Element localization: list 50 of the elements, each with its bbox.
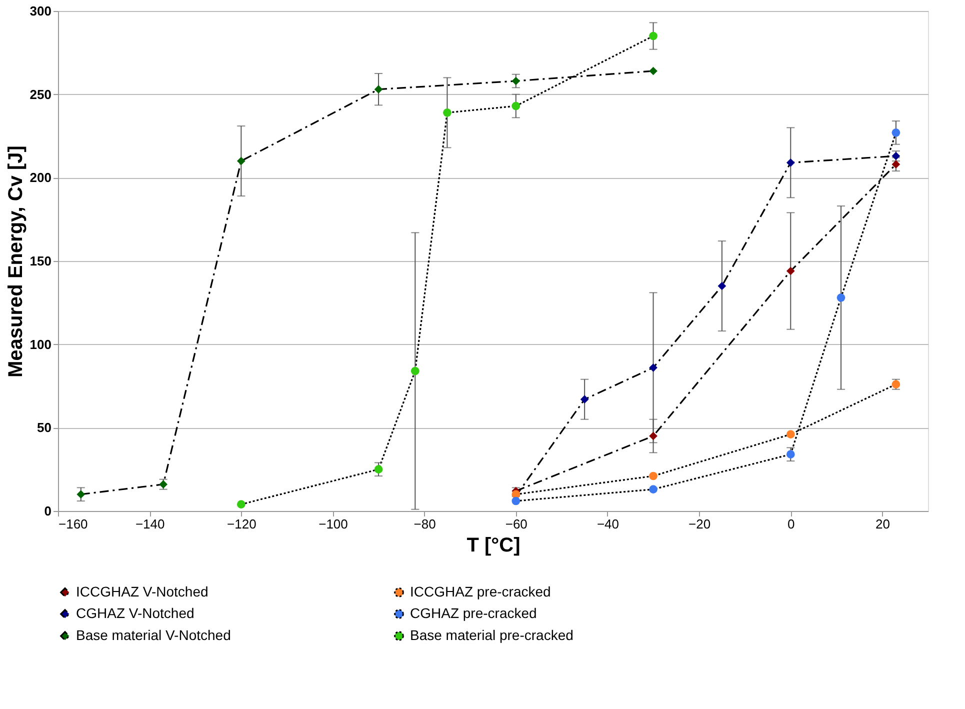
point bbox=[512, 496, 520, 506]
point bbox=[786, 430, 795, 439]
point bbox=[649, 32, 658, 40]
x-tick-label: 20 bbox=[875, 516, 890, 532]
point bbox=[580, 395, 589, 404]
point bbox=[374, 85, 383, 94]
point bbox=[443, 108, 452, 117]
legend-label: ICCGHAZ pre-cracked bbox=[410, 583, 551, 600]
y-tick-label: 200 bbox=[30, 170, 52, 186]
point bbox=[786, 266, 795, 276]
y-tick-label: 0 bbox=[44, 504, 52, 518]
point bbox=[786, 450, 795, 459]
x-tick-label: −160 bbox=[58, 516, 88, 532]
x-tick-label: −100 bbox=[318, 516, 348, 532]
x-tick-label: 0 bbox=[788, 516, 795, 532]
y-tick-label: 50 bbox=[37, 420, 52, 436]
x-tick-label: −140 bbox=[135, 516, 165, 532]
point bbox=[649, 472, 658, 480]
point bbox=[836, 293, 846, 302]
point bbox=[236, 156, 246, 166]
legend-label: Base material V-Notched bbox=[76, 627, 231, 643]
point bbox=[649, 485, 658, 494]
point bbox=[374, 465, 383, 474]
legend-label: CGHAZ pre-cracked bbox=[410, 605, 537, 621]
x-axis-title: T [°C] bbox=[466, 534, 520, 556]
legend-label: Base material pre-cracked bbox=[410, 627, 574, 643]
x-tick-label: −20 bbox=[688, 516, 711, 532]
point bbox=[786, 158, 795, 167]
point bbox=[649, 66, 658, 76]
y-tick-label: 100 bbox=[30, 336, 52, 352]
y-axis-title: Measured Energy, Cv [J] bbox=[4, 146, 27, 378]
point bbox=[512, 76, 520, 86]
legend-label: ICCGHAZ V-Notched bbox=[76, 583, 208, 600]
y-tick-label: 250 bbox=[30, 86, 52, 102]
point bbox=[892, 128, 900, 137]
x-tick-label: −40 bbox=[596, 516, 620, 532]
point bbox=[410, 366, 420, 376]
x-tick-label: −80 bbox=[414, 516, 436, 532]
y-tick-label: 300 bbox=[30, 4, 52, 18]
point bbox=[718, 282, 726, 290]
x-tick-label: −60 bbox=[505, 516, 528, 532]
point bbox=[236, 500, 246, 509]
point bbox=[76, 490, 86, 499]
point bbox=[649, 432, 658, 440]
point bbox=[892, 160, 900, 169]
y-tick-label: 150 bbox=[30, 254, 52, 268]
point bbox=[512, 102, 520, 110]
x-tick-label: −120 bbox=[227, 516, 256, 532]
legend-label: CGHAZ V-Notched bbox=[76, 605, 194, 621]
point bbox=[649, 363, 658, 372]
